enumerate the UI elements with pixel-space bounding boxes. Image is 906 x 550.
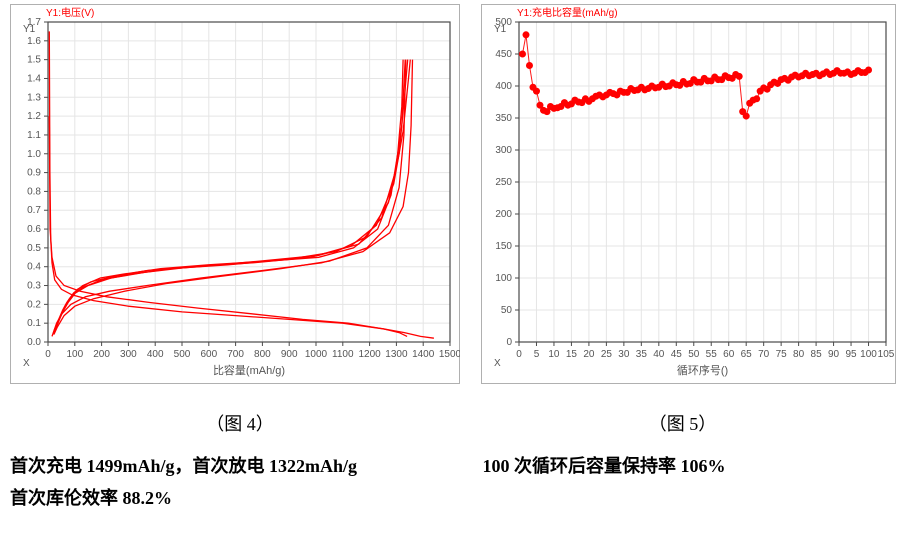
svg-text:5: 5 bbox=[534, 349, 540, 360]
svg-text:45: 45 bbox=[671, 349, 683, 360]
svg-text:1.4: 1.4 bbox=[27, 73, 41, 84]
svg-text:循环序号(): 循环序号() bbox=[677, 363, 728, 377]
svg-text:400: 400 bbox=[147, 349, 164, 360]
svg-text:75: 75 bbox=[776, 349, 788, 360]
svg-text:85: 85 bbox=[811, 349, 823, 360]
svg-text:1.3: 1.3 bbox=[27, 92, 41, 103]
svg-text:40: 40 bbox=[653, 349, 665, 360]
svg-text:1.5: 1.5 bbox=[27, 55, 41, 66]
svg-text:10: 10 bbox=[548, 349, 560, 360]
svg-text:200: 200 bbox=[495, 209, 512, 220]
svg-text:比容量(mAh/g): 比容量(mAh/g) bbox=[213, 363, 285, 377]
svg-text:0.0: 0.0 bbox=[27, 337, 41, 348]
svg-text:X: X bbox=[23, 358, 30, 369]
svg-text:900: 900 bbox=[281, 349, 298, 360]
svg-text:0.2: 0.2 bbox=[27, 299, 41, 310]
svg-text:700: 700 bbox=[227, 349, 244, 360]
svg-text:0.1: 0.1 bbox=[27, 318, 41, 329]
desc-coulombic-eff: 首次库伦效率 88.2% bbox=[10, 482, 470, 514]
svg-text:100: 100 bbox=[66, 349, 83, 360]
svg-text:60: 60 bbox=[723, 349, 735, 360]
svg-text:50: 50 bbox=[501, 305, 513, 316]
svg-text:1.1: 1.1 bbox=[27, 130, 41, 141]
svg-text:200: 200 bbox=[93, 349, 110, 360]
svg-text:400: 400 bbox=[495, 81, 512, 92]
svg-text:20: 20 bbox=[583, 349, 595, 360]
svg-text:1400: 1400 bbox=[412, 349, 435, 360]
svg-text:0: 0 bbox=[45, 349, 51, 360]
svg-text:30: 30 bbox=[618, 349, 630, 360]
caption-fig4: （图 4） bbox=[206, 414, 274, 434]
svg-text:150: 150 bbox=[495, 241, 512, 252]
right-chart-panel: 0510152025303540455055606570758085909510… bbox=[481, 4, 896, 384]
voltage-capacity-chart: 0 100 200 300 400 500 600 700 800 900 1000 1100 1200… bbox=[10, 4, 460, 384]
svg-text:300: 300 bbox=[120, 349, 137, 360]
svg-text:X: X bbox=[494, 358, 501, 369]
svg-text:Y1:电压(V): Y1:电压(V) bbox=[46, 6, 94, 19]
svg-text:1.6: 1.6 bbox=[27, 36, 41, 47]
svg-text:35: 35 bbox=[636, 349, 648, 360]
svg-text:1100: 1100 bbox=[332, 349, 354, 360]
svg-text:65: 65 bbox=[741, 349, 753, 360]
svg-text:105: 105 bbox=[878, 349, 895, 360]
svg-text:95: 95 bbox=[845, 349, 857, 360]
svg-text:Y1:充电比容量(mAh/g): Y1:充电比容量(mAh/g) bbox=[517, 6, 618, 19]
svg-text:0.6: 0.6 bbox=[27, 224, 41, 235]
svg-text:1500: 1500 bbox=[439, 349, 460, 360]
svg-text:1.2: 1.2 bbox=[27, 111, 41, 122]
svg-text:600: 600 bbox=[200, 349, 217, 360]
cycle-capacity-chart: 0510152025303540455055606570758085909510… bbox=[481, 4, 896, 384]
svg-text:450: 450 bbox=[495, 49, 512, 60]
svg-text:1000: 1000 bbox=[305, 349, 328, 360]
svg-text:350: 350 bbox=[495, 113, 512, 124]
svg-text:100: 100 bbox=[860, 349, 877, 360]
svg-text:800: 800 bbox=[254, 349, 271, 360]
svg-text:70: 70 bbox=[758, 349, 770, 360]
svg-text:100: 100 bbox=[495, 273, 512, 284]
svg-text:1.0: 1.0 bbox=[27, 149, 41, 160]
svg-text:0.4: 0.4 bbox=[27, 262, 41, 273]
svg-text:15: 15 bbox=[566, 349, 578, 360]
svg-text:0.3: 0.3 bbox=[27, 281, 41, 292]
svg-text:0.9: 0.9 bbox=[27, 168, 41, 179]
svg-text:0: 0 bbox=[516, 349, 522, 360]
svg-text:0.5: 0.5 bbox=[27, 243, 41, 254]
svg-text:300: 300 bbox=[495, 145, 512, 156]
svg-text:0.7: 0.7 bbox=[27, 205, 41, 216]
caption-fig5: （图 5） bbox=[649, 414, 717, 434]
svg-text:55: 55 bbox=[706, 349, 718, 360]
svg-text:Y1: Y1 bbox=[23, 24, 36, 35]
desc-first-charge-discharge: 首次充电 1499mAh/g，首次放电 1322mAh/g bbox=[10, 450, 458, 482]
svg-text:50: 50 bbox=[688, 349, 700, 360]
svg-text:1200: 1200 bbox=[358, 349, 381, 360]
svg-text:0: 0 bbox=[506, 337, 512, 348]
svg-text:80: 80 bbox=[793, 349, 805, 360]
svg-text:0.8: 0.8 bbox=[27, 186, 41, 197]
svg-text:1300: 1300 bbox=[385, 349, 408, 360]
desc-retention: 100 次循环后容量保持率 106% bbox=[483, 450, 896, 482]
left-chart-panel: 0 100 200 300 400 500 600 700 800 900 1000 1100 1200… bbox=[10, 4, 460, 384]
svg-text:500: 500 bbox=[174, 349, 191, 360]
svg-text:90: 90 bbox=[828, 349, 840, 360]
svg-text:Y1: Y1 bbox=[494, 24, 507, 35]
svg-text:25: 25 bbox=[601, 349, 613, 360]
svg-text:250: 250 bbox=[495, 177, 512, 188]
